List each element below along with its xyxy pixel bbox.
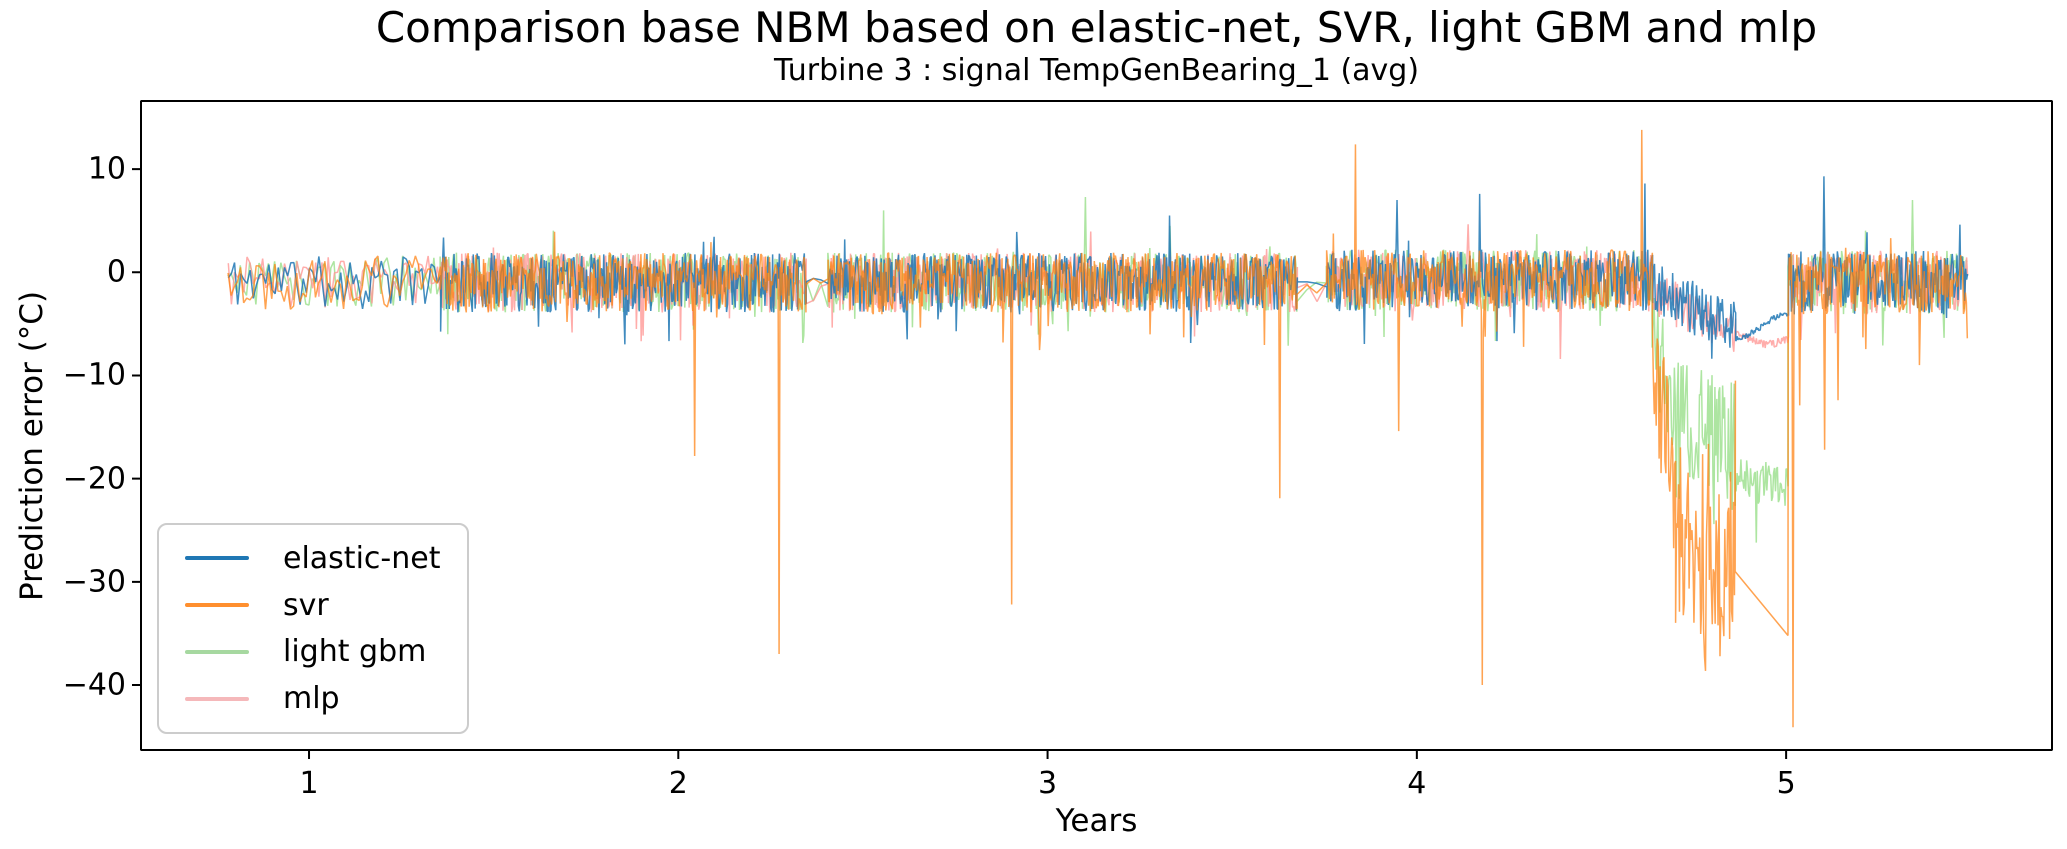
y-tick-label: 0: [106, 254, 126, 290]
x-axis-label: Years: [1055, 803, 1138, 839]
chart-subtitle: Turbine 3 : signal TempGenBearing_1 (avg…: [773, 53, 1420, 88]
legend-line-swatch: [185, 649, 249, 654]
legend-item-light-gbm: light gbm: [185, 634, 467, 669]
x-tick-label: 5: [1776, 766, 1796, 801]
legend-label: elastic-net: [283, 540, 441, 576]
y-tick-label: −30: [62, 564, 126, 600]
legend-line-swatch: [185, 696, 249, 701]
x-tick-label: 4: [1407, 766, 1427, 801]
y-tick-label: −20: [62, 461, 126, 497]
legend-item-svr: svr: [185, 588, 467, 623]
legend-line-swatch: [185, 556, 249, 561]
legend-item-mlp: mlp: [185, 681, 467, 716]
legend-item-elastic-net: elastic-net: [185, 541, 467, 576]
legend-label: svr: [283, 587, 329, 623]
chart-title: Comparison base NBM based on elastic-net…: [375, 3, 1818, 52]
x-tick-label: 3: [1038, 766, 1058, 801]
y-tick-label: −10: [62, 357, 126, 393]
x-tick-label: 1: [299, 766, 319, 801]
y-tick-label: 10: [87, 151, 126, 187]
legend: elastic-net svr light gbm mlp: [157, 523, 469, 734]
legend-line-swatch: [185, 603, 249, 608]
legend-label: mlp: [283, 681, 340, 717]
legend-label: light gbm: [283, 634, 427, 670]
x-tick-label: 2: [668, 766, 688, 801]
y-tick-label: −40: [62, 667, 126, 703]
